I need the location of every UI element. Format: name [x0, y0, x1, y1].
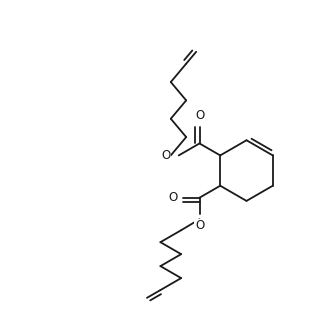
Text: O: O — [162, 149, 171, 162]
Text: O: O — [195, 219, 204, 232]
Text: O: O — [195, 109, 204, 122]
Text: O: O — [169, 191, 178, 204]
